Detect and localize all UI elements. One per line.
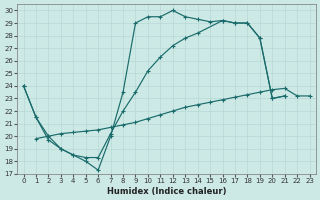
X-axis label: Humidex (Indice chaleur): Humidex (Indice chaleur) [107, 187, 226, 196]
